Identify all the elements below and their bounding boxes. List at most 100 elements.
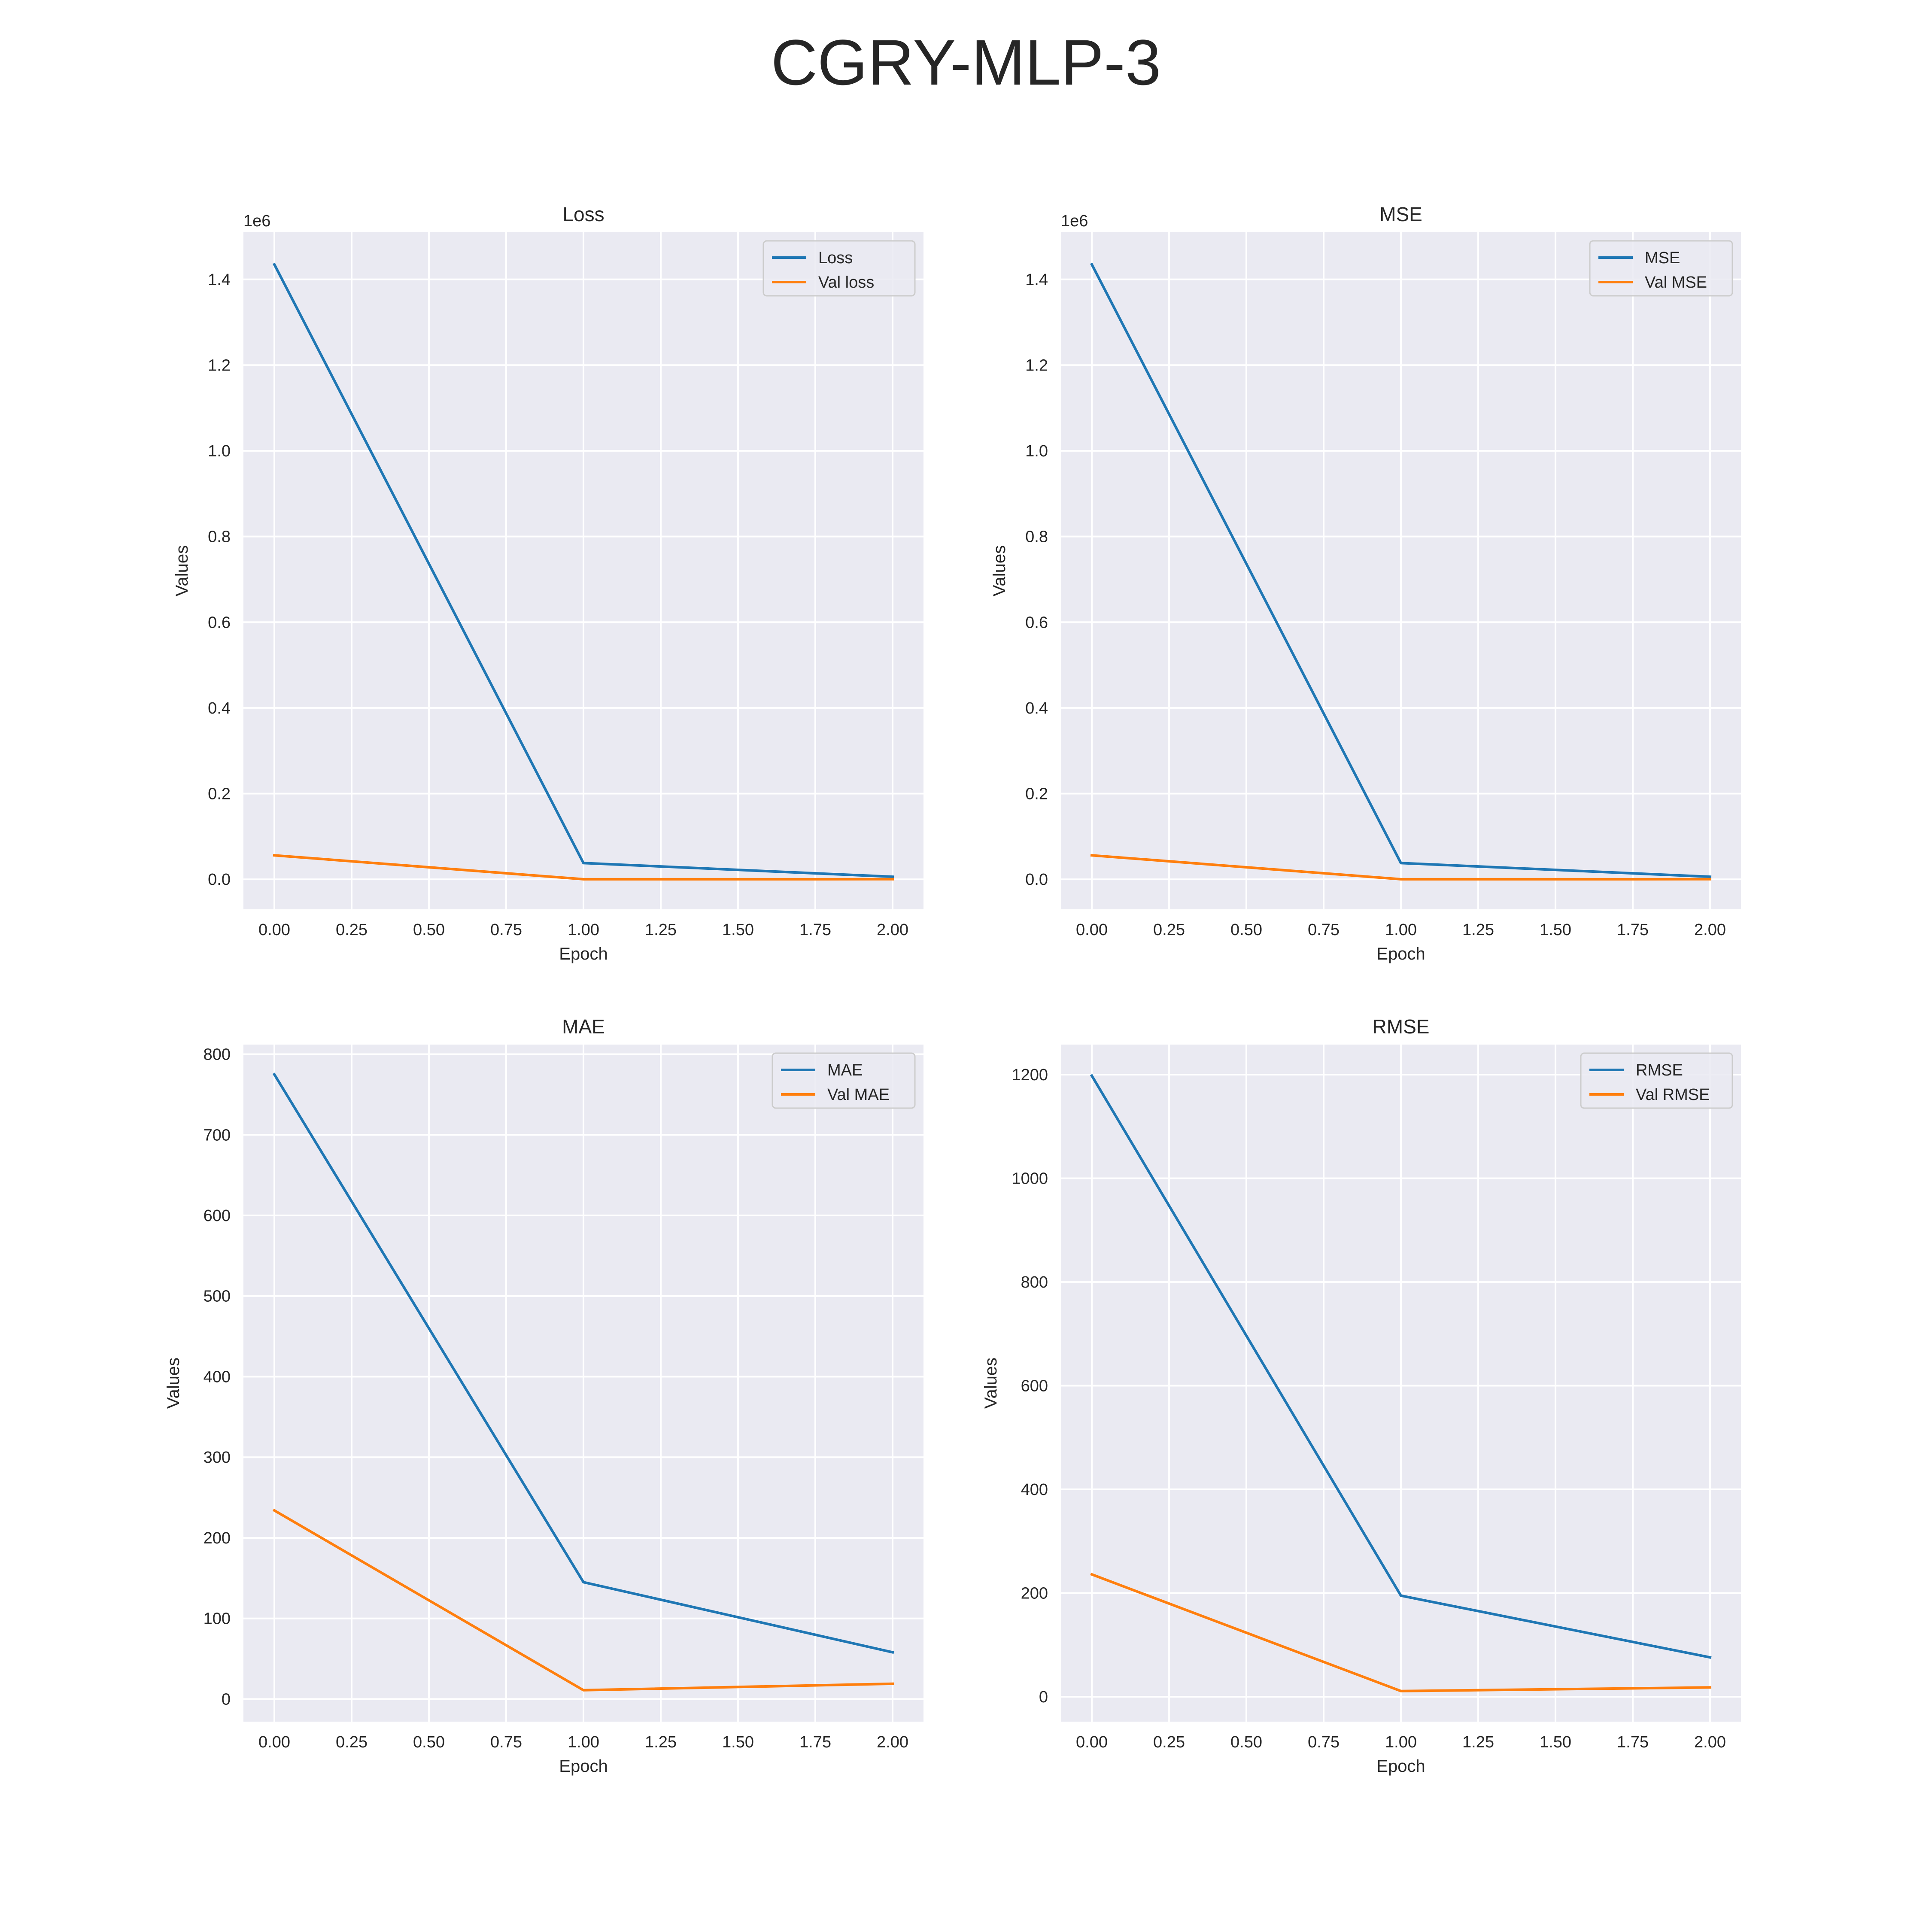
x-tick-label: 1.25 bbox=[1462, 921, 1494, 939]
x-tick-label: 0.75 bbox=[490, 1733, 522, 1751]
x-tick-label: 0.75 bbox=[1308, 921, 1340, 939]
chart-title: RMSE bbox=[1373, 1015, 1430, 1038]
x-tick-label: 1.75 bbox=[1617, 1733, 1649, 1751]
series-line-rmse bbox=[1090, 1074, 1712, 1659]
y-tick-label: 0 bbox=[222, 1690, 231, 1708]
series-line-mse bbox=[1090, 262, 1712, 878]
x-tick-label: 1.00 bbox=[1385, 1733, 1417, 1751]
x-tick-label: 0.50 bbox=[1230, 921, 1262, 939]
y-tick-label: 0.4 bbox=[208, 699, 231, 717]
y-tick-label: 800 bbox=[1021, 1273, 1048, 1291]
x-tick-label: 0.00 bbox=[258, 921, 290, 939]
y-tick-label: 0.4 bbox=[1025, 699, 1048, 717]
x-tick-label: 2.00 bbox=[1694, 921, 1726, 939]
y-tick-label: 1.4 bbox=[208, 271, 231, 289]
y-tick-label: 300 bbox=[204, 1449, 231, 1467]
y-tick-label: 600 bbox=[1021, 1377, 1048, 1395]
chart-title: Loss bbox=[562, 203, 604, 225]
y-offset-label: 1e6 bbox=[243, 212, 270, 230]
x-tick-label: 0.25 bbox=[1153, 1733, 1185, 1751]
legend: MSE Val MSE bbox=[1589, 240, 1733, 297]
y-tick-label: 0.2 bbox=[1025, 785, 1048, 803]
x-tick-label: 0.50 bbox=[413, 921, 445, 939]
x-tick-label: 2.00 bbox=[877, 921, 908, 939]
legend-label: MSE bbox=[1645, 249, 1680, 267]
x-tick-label: 1.50 bbox=[1540, 921, 1571, 939]
chart-panel-rmse: 0.00 0.25 0.50 0.75 1.00 1.25 1.50 1.75 2.00 0 200… bbox=[981, 1015, 1741, 1776]
legend-label: Val loss bbox=[818, 273, 874, 292]
y-tick-label: 1.2 bbox=[1025, 356, 1048, 374]
x-axis-label: Epoch bbox=[1376, 1757, 1425, 1776]
y-tick-label: 0.0 bbox=[1025, 871, 1048, 889]
x-tick-label: 0.75 bbox=[1308, 1733, 1340, 1751]
x-tick-label: 1.25 bbox=[645, 921, 677, 939]
legend-label: Val MSE bbox=[1645, 273, 1707, 292]
y-tick-label: 1.0 bbox=[208, 442, 231, 460]
y-tick-label: 400 bbox=[1021, 1481, 1048, 1499]
y-tick-label: 500 bbox=[204, 1288, 231, 1306]
chart-panel-mae: 0.00 0.25 0.50 0.75 1.00 1.25 1.50 1.75 2.00 0 100… bbox=[164, 1015, 923, 1776]
y-axis-label: Values bbox=[981, 1358, 1000, 1409]
x-tick-label: 1.50 bbox=[722, 921, 754, 939]
x-tick-label: 0.25 bbox=[1153, 921, 1185, 939]
chart-title: MAE bbox=[562, 1015, 605, 1038]
y-tick-label: 200 bbox=[1021, 1585, 1048, 1603]
legend-label: MAE bbox=[827, 1061, 863, 1079]
y-offset-label: 1e6 bbox=[1061, 212, 1088, 230]
x-tick-label: 0.00 bbox=[258, 1733, 290, 1751]
legend-label: RMSE bbox=[1636, 1061, 1683, 1079]
x-tick-label: 1.00 bbox=[1385, 921, 1417, 939]
series-line-val-mae bbox=[272, 1508, 894, 1692]
y-axis-label: Values bbox=[990, 545, 1009, 596]
chart-panel-mse: 0.00 0.25 0.50 0.75 1.00 1.25 1.50 1.75 2.00 0.0 0… bbox=[990, 203, 1741, 963]
x-tick-label: 0.50 bbox=[413, 1733, 445, 1751]
x-tick-label: 1.00 bbox=[568, 1733, 599, 1751]
series-line-val-loss bbox=[273, 854, 894, 881]
y-axis-label: Values bbox=[173, 545, 191, 596]
y-tick-label: 0 bbox=[1039, 1688, 1048, 1706]
y-tick-label: 0.0 bbox=[208, 871, 231, 889]
legend: MAE Val MAE bbox=[772, 1052, 916, 1109]
y-tick-label: 0.2 bbox=[208, 785, 231, 803]
x-tick-label: 1.50 bbox=[1540, 1733, 1571, 1751]
y-tick-label: 0.6 bbox=[1025, 614, 1048, 632]
x-tick-label: 2.00 bbox=[877, 1733, 908, 1751]
y-tick-label: 700 bbox=[204, 1126, 231, 1144]
x-tick-label: 1.00 bbox=[568, 921, 599, 939]
figure-title: CGRY-MLP-3 bbox=[771, 26, 1161, 98]
y-tick-label: 1.4 bbox=[1025, 271, 1048, 289]
y-tick-label: 1.2 bbox=[208, 356, 231, 374]
x-tick-label: 2.00 bbox=[1694, 1733, 1726, 1751]
x-tick-label: 1.75 bbox=[799, 1733, 831, 1751]
chart-title: MSE bbox=[1379, 203, 1422, 225]
legend-label: Val RMSE bbox=[1636, 1086, 1710, 1104]
series-line-val-mse bbox=[1090, 854, 1712, 881]
y-tick-label: 0.8 bbox=[208, 528, 231, 546]
y-tick-label: 800 bbox=[204, 1046, 231, 1064]
y-tick-label: 100 bbox=[204, 1610, 231, 1628]
series-line-val-rmse bbox=[1090, 1573, 1712, 1692]
x-tick-label: 0.00 bbox=[1076, 1733, 1108, 1751]
y-tick-label: 0.8 bbox=[1025, 528, 1048, 546]
legend-label: Val MAE bbox=[827, 1086, 890, 1104]
chart-panel-loss: 0.00 0.25 0.50 0.75 1.00 1.25 1.50 1.75 2.00 0.0 0… bbox=[173, 203, 923, 963]
legend: RMSE Val RMSE bbox=[1580, 1052, 1733, 1109]
x-tick-label: 1.75 bbox=[1617, 921, 1649, 939]
x-tick-label: 1.25 bbox=[645, 1733, 677, 1751]
x-tick-label: 0.25 bbox=[336, 1733, 368, 1751]
y-tick-label: 1200 bbox=[1012, 1066, 1048, 1084]
y-tick-label: 400 bbox=[204, 1368, 231, 1386]
x-tick-label: 0.75 bbox=[490, 921, 522, 939]
x-tick-label: 0.50 bbox=[1230, 1733, 1262, 1751]
x-tick-label: 0.00 bbox=[1076, 921, 1108, 939]
y-axis-label: Values bbox=[164, 1358, 183, 1409]
x-tick-label: 1.25 bbox=[1462, 1733, 1494, 1751]
y-tick-label: 200 bbox=[204, 1529, 231, 1547]
x-tick-label: 1.75 bbox=[799, 921, 831, 939]
series-line-loss bbox=[272, 262, 894, 878]
series-line-mae bbox=[272, 1072, 894, 1654]
legend-label: Loss bbox=[818, 249, 853, 267]
x-axis-label: Epoch bbox=[1376, 945, 1425, 963]
y-tick-label: 600 bbox=[204, 1207, 231, 1225]
